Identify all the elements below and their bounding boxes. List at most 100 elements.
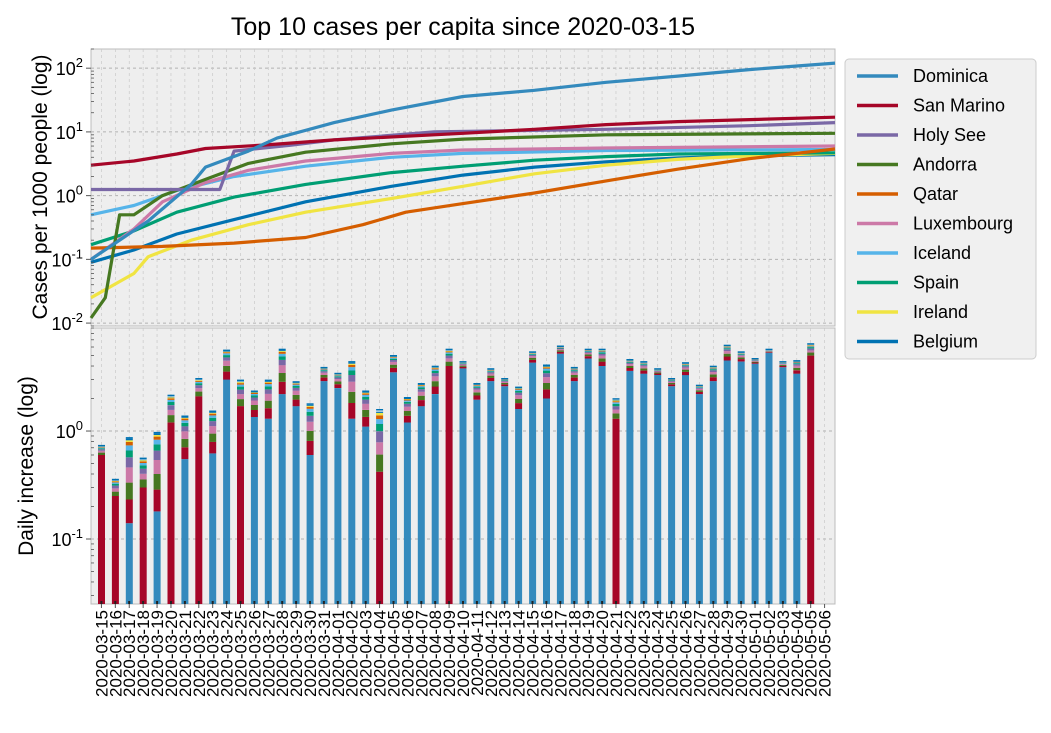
bar-segment-san-marino bbox=[695, 391, 703, 395]
bar-segment-iceland bbox=[417, 386, 425, 388]
bar-segment-iceland bbox=[125, 445, 133, 451]
series-line-iceland bbox=[90, 147, 836, 217]
bar-segment-san-marino bbox=[223, 371, 231, 380]
bar-segment-spain bbox=[111, 483, 119, 486]
bar-segment-iceland bbox=[737, 353, 745, 354]
bar-segment-san-marino bbox=[709, 377, 717, 382]
bar-segment-spain bbox=[278, 356, 286, 360]
bar-segment-holy-see bbox=[167, 405, 175, 410]
bar-segment-belgium bbox=[167, 396, 175, 398]
bar-segment-san-marino bbox=[292, 399, 300, 407]
bar-segment-iceland bbox=[223, 353, 231, 356]
bar-segment-san-marino bbox=[334, 384, 342, 388]
bar-2020-04-03 bbox=[362, 390, 370, 604]
bar-2020-04-14 bbox=[515, 386, 523, 604]
x-tick-label: 2020-03-17 bbox=[120, 610, 139, 697]
bar-segment-qatar bbox=[348, 364, 356, 368]
bar-segment-luxembourg bbox=[264, 393, 272, 401]
bar-2020-04-29 bbox=[723, 344, 731, 604]
bar-segment-dominica bbox=[431, 394, 439, 604]
bar-segment-holy-see bbox=[237, 389, 244, 395]
bar-segment-luxembourg bbox=[626, 364, 634, 366]
bar-segment-dominica bbox=[668, 386, 676, 604]
bar-segment-luxembourg bbox=[98, 450, 105, 453]
bar-cap bbox=[515, 386, 523, 389]
bar-segment-andorra bbox=[626, 365, 634, 368]
bar-segment-iceland bbox=[515, 389, 523, 391]
bar-base bbox=[378, 601, 381, 604]
bar-segment-andorra bbox=[403, 411, 411, 416]
bar-segment-holy-see bbox=[584, 352, 592, 354]
bar-segment-andorra bbox=[223, 365, 231, 372]
bar-segment-andorra bbox=[306, 430, 314, 441]
bar-segment-qatar bbox=[320, 368, 328, 370]
bar-cap bbox=[723, 344, 731, 347]
bar-segment-dominica bbox=[695, 394, 703, 604]
bar-segment-iceland bbox=[139, 463, 147, 466]
bar-segment-belgium bbox=[362, 392, 370, 393]
bar-segment-holy-see bbox=[695, 387, 703, 389]
bar-segment-belgium bbox=[237, 381, 244, 383]
bar-segment-qatar bbox=[403, 399, 411, 401]
bar-segment-dominica bbox=[223, 379, 231, 604]
bar-segment-holy-see bbox=[570, 371, 578, 373]
bar-segment-dominica bbox=[598, 366, 606, 604]
bar-segment-iceland bbox=[111, 482, 119, 484]
legend-label: Holy See bbox=[913, 125, 986, 145]
x-tick-label: 2020-04-13 bbox=[496, 610, 515, 697]
x-tick-label: 2020-04-27 bbox=[690, 610, 709, 697]
bar-segment-iceland bbox=[195, 381, 203, 384]
bar-segment-iceland bbox=[167, 399, 175, 402]
bar-segment-andorra bbox=[723, 353, 731, 357]
bar-segment-andorra bbox=[445, 361, 453, 366]
bar-segment-belgium bbox=[543, 366, 550, 367]
bar-2020-04-11 bbox=[473, 383, 481, 604]
bar-base bbox=[267, 601, 270, 604]
bar-segment-dominica bbox=[654, 375, 662, 604]
bar-2020-04-22 bbox=[626, 359, 634, 604]
bar-segment-qatar bbox=[376, 415, 384, 420]
bar-2020-04-05 bbox=[390, 355, 397, 604]
bar-segment-spain bbox=[668, 380, 676, 381]
bar-segment-luxembourg bbox=[501, 381, 509, 383]
bar-segment-dominica bbox=[334, 388, 342, 604]
bar-segment-dominica bbox=[751, 363, 759, 604]
legend-label: Belgium bbox=[913, 332, 978, 352]
bar-segment-holy-see bbox=[640, 365, 648, 367]
bar-segment-luxembourg bbox=[417, 391, 425, 396]
bar-segment-spain bbox=[737, 354, 745, 355]
bar-segment-qatar bbox=[543, 367, 550, 369]
bar-segment-iceland bbox=[278, 353, 286, 357]
bar-segment-holy-see bbox=[793, 364, 801, 366]
series-line-luxembourg bbox=[90, 144, 836, 261]
bar-segment-spain bbox=[181, 422, 189, 427]
bar-segment-spain bbox=[264, 386, 272, 390]
bar-segment-iceland bbox=[487, 370, 495, 372]
bar-cap bbox=[640, 361, 648, 363]
bar-segment-dominica bbox=[362, 426, 370, 604]
bar-segment-san-marino bbox=[348, 403, 356, 419]
bar-base bbox=[406, 601, 409, 604]
bar-segment-iceland bbox=[250, 394, 258, 396]
bar-segment-iceland bbox=[348, 367, 356, 371]
bar-2020-03-29 bbox=[292, 381, 300, 604]
bar-cap bbox=[612, 398, 620, 400]
top-lines bbox=[89, 61, 836, 319]
bar-segment-san-marino bbox=[807, 355, 815, 604]
bar-segment-san-marino bbox=[570, 377, 578, 382]
bar-segment-andorra bbox=[376, 454, 384, 472]
bar-base bbox=[587, 601, 590, 604]
bar-segment-andorra bbox=[111, 491, 119, 496]
bar-segment-spain bbox=[709, 369, 717, 371]
bar-segment-iceland bbox=[682, 364, 689, 366]
x-tick-label: 2020-03-24 bbox=[218, 610, 237, 697]
bar-base bbox=[170, 601, 172, 604]
x-tick-label: 2020-03-19 bbox=[148, 610, 167, 697]
bar-cap bbox=[209, 410, 217, 412]
bar-segment-holy-see bbox=[278, 359, 286, 366]
bar-segment-dominica bbox=[570, 381, 578, 604]
bar-segment-san-marino bbox=[139, 487, 147, 604]
bar-cap bbox=[237, 379, 244, 382]
bar-segment-spain bbox=[682, 365, 689, 367]
